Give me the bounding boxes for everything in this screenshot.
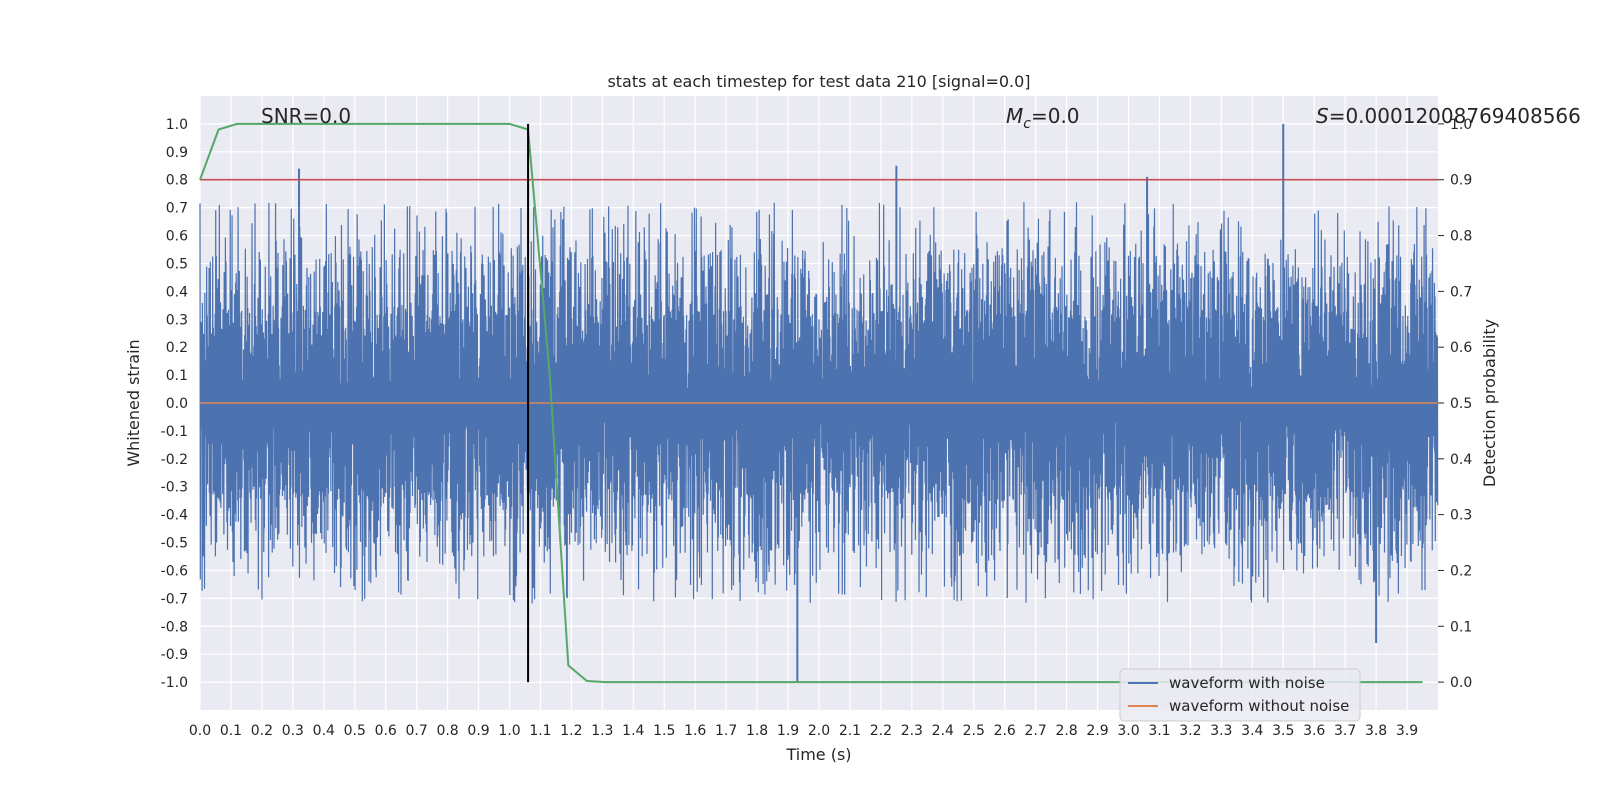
snr-annotation: SNR=0.0 <box>261 104 351 128</box>
y2-tick-label: 0.6 <box>1450 340 1472 356</box>
legend-entry-clean: waveform without noise <box>1169 697 1349 715</box>
x-tick-label: 1.7 <box>715 723 737 739</box>
x-tick-label: 1.5 <box>653 723 675 739</box>
y-tick-label: -0.3 <box>161 480 188 496</box>
x-tick-label: 3.4 <box>1241 723 1263 739</box>
noisy-waveform-line <box>199 202 1439 604</box>
legend: waveform with noise waveform without noi… <box>1119 668 1361 722</box>
y-tick-label: 0.0 <box>166 396 188 412</box>
y-tick-label: -0.6 <box>161 563 188 579</box>
line-series <box>199 122 1438 684</box>
x-tick-label: 0.8 <box>436 723 458 739</box>
x-tick-label: 1.1 <box>529 723 551 739</box>
y2-tick-label: 0.0 <box>1450 675 1472 691</box>
chart-title: stats at each timestep for test data 210… <box>607 72 1030 91</box>
x-tick-label: 3.9 <box>1396 723 1418 739</box>
x-tick-label: 1.6 <box>684 723 706 739</box>
y-tick-label: 0.2 <box>166 340 188 356</box>
x-tick-label: 2.4 <box>932 723 954 739</box>
x-tick-labels: 0.0 0.1 0.2 0.3 0.4 0.5 0.6 0.7 0.8 0.9 1.0 1.1 1.2 1… <box>189 723 1418 739</box>
x-tick-label: 2.7 <box>1025 723 1047 739</box>
x-tick-label: 0.3 <box>282 723 304 739</box>
mc-symbol: M <box>1006 104 1023 128</box>
x-tick-label: 1.2 <box>560 723 582 739</box>
x-tick-label: 0.0 <box>189 723 211 739</box>
x-tick-label: 3.0 <box>1117 723 1139 739</box>
s-symbol: S <box>1316 104 1329 128</box>
x-tick-label: 0.2 <box>251 723 273 739</box>
y2-tick-label: 0.9 <box>1450 173 1472 189</box>
x-axis-label: Time (s) <box>785 745 851 764</box>
y-axis-label: Whitened strain <box>124 339 143 466</box>
y-tick-label: -0.4 <box>161 508 188 524</box>
s-value: =0.00012008769408566 <box>1329 104 1581 128</box>
y2-tick-label: 0.3 <box>1450 508 1472 524</box>
y2-tick-label: 0.2 <box>1450 563 1472 579</box>
x-tick-label: 3.3 <box>1210 723 1232 739</box>
y-tick-label: 0.4 <box>166 284 188 300</box>
x-tick-label: 0.7 <box>406 723 428 739</box>
x-tick-label: 2.9 <box>1086 723 1108 739</box>
x-tick-label: 2.1 <box>839 723 861 739</box>
x-tick-label: 3.7 <box>1334 723 1356 739</box>
y-tick-label: -1.0 <box>161 675 188 691</box>
x-tick-label: 2.6 <box>994 723 1016 739</box>
x-tick-label: 2.3 <box>901 723 923 739</box>
x-tick-label: 0.4 <box>313 723 335 739</box>
x-tick-label: 1.0 <box>498 723 520 739</box>
x-tick-label: 0.1 <box>220 723 242 739</box>
y-tick-label: -0.2 <box>161 452 188 468</box>
x-tick-label: 2.2 <box>870 723 892 739</box>
y2-tick-label: 0.5 <box>1450 396 1472 412</box>
y2-tick-label: 0.7 <box>1450 284 1472 300</box>
y2-tick-label: 0.4 <box>1450 452 1472 468</box>
y-tick-label: 0.6 <box>166 229 188 245</box>
x-tick-label: 1.8 <box>746 723 768 739</box>
x-tick-label: 2.5 <box>963 723 985 739</box>
legend-entry-noise: waveform with noise <box>1169 674 1325 692</box>
x-tick-label: 2.8 <box>1055 723 1077 739</box>
y-tick-label: 0.1 <box>166 368 188 384</box>
y-tick-label: 0.3 <box>166 312 188 328</box>
y-tick-label: -0.1 <box>161 424 188 440</box>
noisy-waveform-series <box>199 123 1439 683</box>
s-annotation: S=0.00012008769408566 <box>1316 104 1581 128</box>
y2-tick-label: 1.0 <box>1450 117 1472 133</box>
y2-tick-label: 0.8 <box>1450 229 1472 245</box>
x-tick-label: 1.9 <box>777 723 799 739</box>
x-tick-label: 1.4 <box>622 723 644 739</box>
y-tick-label: 0.8 <box>166 173 188 189</box>
chirp-mass-annotation: Mc=0.0 <box>1006 104 1080 132</box>
legend-box <box>1119 668 1361 722</box>
y-tick-label: -0.9 <box>161 647 188 663</box>
mc-value: =0.0 <box>1031 104 1080 128</box>
y-tick-label: -0.5 <box>161 536 188 552</box>
x-tick-label: 3.5 <box>1272 723 1294 739</box>
x-tick-label: 0.6 <box>375 723 397 739</box>
x-tick-label: 3.6 <box>1303 723 1325 739</box>
x-tick-label: 2.0 <box>808 723 830 739</box>
x-tick-label: 1.3 <box>591 723 613 739</box>
y2-tick-labels: 1.0 0.9 0.8 0.7 0.6 0.5 0.4 0.3 0.2 0.1 0.0 <box>1450 117 1472 691</box>
y-tick-label: 0.5 <box>166 256 188 272</box>
y-tick-label: -0.7 <box>161 591 188 607</box>
y-tick-label: 0.7 <box>166 201 188 217</box>
mc-subscript: c <box>1023 116 1031 132</box>
y-tick-label: 1.0 <box>166 117 188 133</box>
x-tick-label: 3.1 <box>1148 723 1170 739</box>
y2-tick-label: 0.1 <box>1450 619 1472 635</box>
x-tick-label: 0.9 <box>467 723 489 739</box>
x-tick-label: 3.8 <box>1365 723 1387 739</box>
y-tick-label: 0.9 <box>166 145 188 161</box>
y2-axis-label: Detection probability <box>1480 319 1499 487</box>
x-tick-label: 0.5 <box>344 723 366 739</box>
y-tick-label: -0.8 <box>161 619 188 635</box>
detection-probability-line <box>199 122 1423 684</box>
y-tick-labels: 1.0 0.9 0.8 0.7 0.6 0.5 0.4 0.3 0.2 0.1 0.0 -0.1 -0.… <box>161 117 188 691</box>
x-tick-label: 3.2 <box>1179 723 1201 739</box>
